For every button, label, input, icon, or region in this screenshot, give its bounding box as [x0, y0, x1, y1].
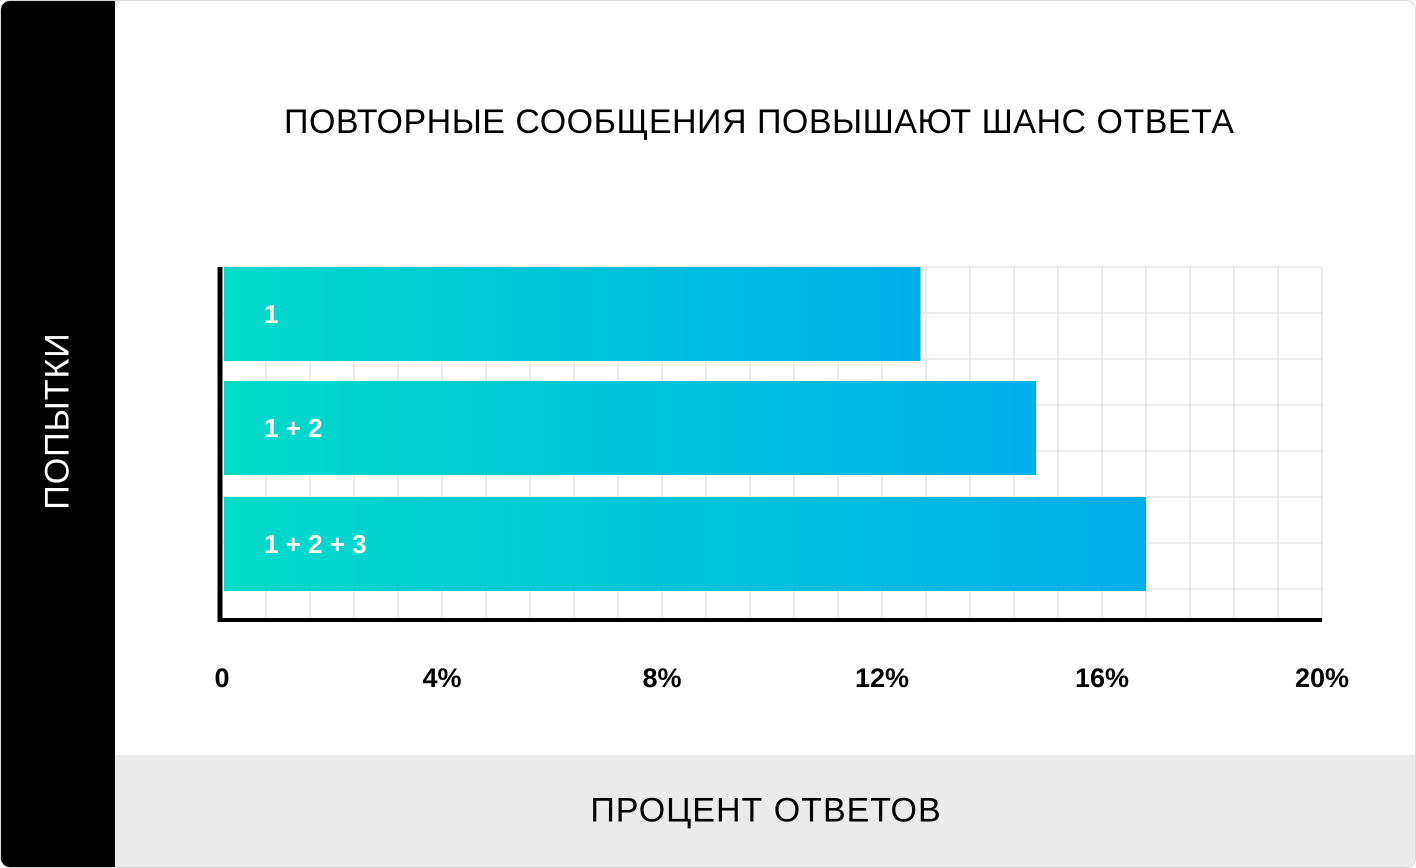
y-axis-band: ПОПЫТКИ [1, 1, 115, 867]
bar [224, 267, 921, 361]
bar [224, 497, 1146, 591]
x-axis-label: ПРОЦЕНТ ОТВЕТОВ [590, 791, 942, 830]
x-tick-label: 16% [1075, 663, 1129, 693]
x-tick-label: 4% [422, 663, 461, 693]
bars: 1 1 + 2 1 + 2 + 3 [224, 267, 1146, 591]
bar-category-label: 1 + 2 + 3 [264, 529, 367, 559]
x-tick-labels: 0 4% 8% 12% 16% 20% [214, 663, 1349, 693]
bar-category-label: 1 [264, 299, 278, 329]
bar-category-label: 1 + 2 [264, 413, 323, 443]
x-tick-label: 20% [1295, 663, 1349, 693]
x-axis-band: ПРОЦЕНТ ОТВЕТОВ [115, 755, 1415, 867]
chart-title: ПОВТОРНЫЕ СООБЩЕНИЯ ПОВЫШАЮТ ШАНС ОТВЕТА [284, 103, 1235, 141]
x-tick-label: 12% [855, 663, 909, 693]
x-tick-label: 0 [214, 663, 229, 693]
bar [224, 381, 1036, 475]
x-tick-label: 8% [642, 663, 681, 693]
axes [217, 267, 1322, 622]
